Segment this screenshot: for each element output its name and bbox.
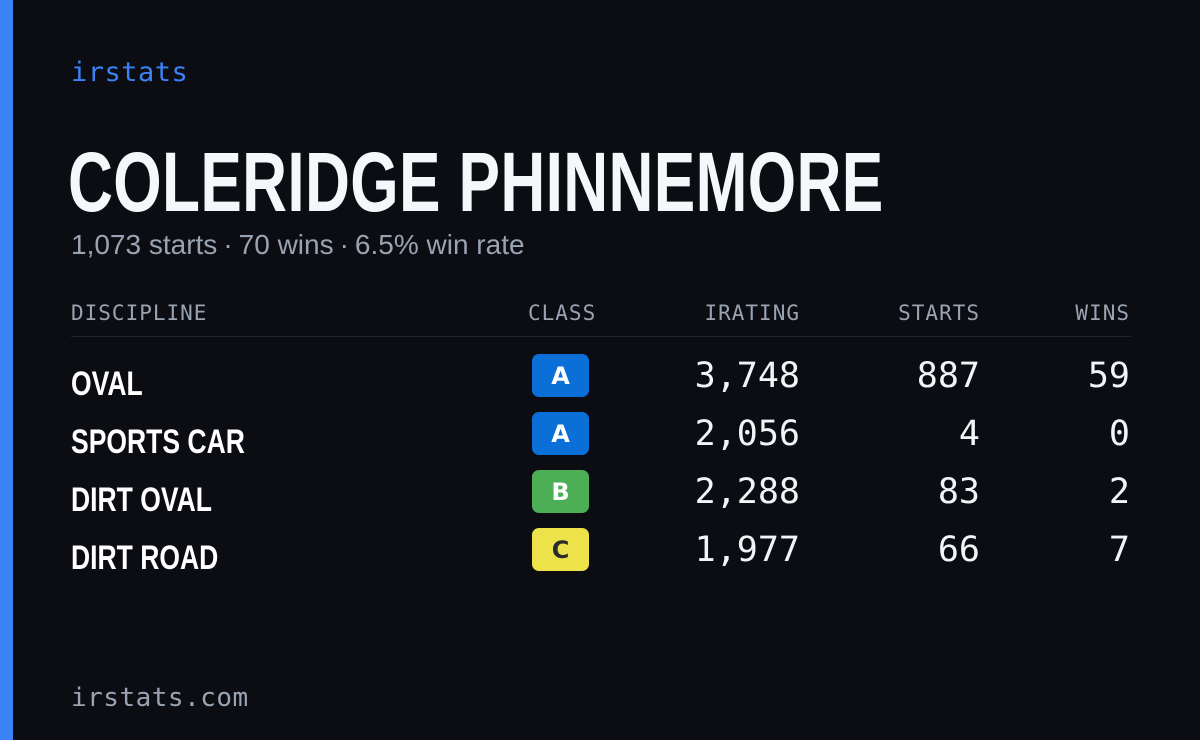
starts-value: 887	[916, 356, 980, 396]
table-row: DIRT ROAD C 1,977 66 7	[71, 528, 1131, 586]
header-class: CLASS	[528, 301, 597, 325]
summary-separator: ·	[223, 229, 233, 260]
wins-value: 2	[1108, 472, 1130, 512]
driver-name: COLERIDGE PHINNEMORE	[68, 135, 884, 229]
irating-value: 2,288	[694, 472, 800, 512]
starts-summary: 1,073 starts	[71, 229, 218, 260]
class-badge: B	[532, 470, 589, 513]
table-body: OVAL A 3,748 887 59 SPORTS CAR A 2,056 4…	[71, 354, 1131, 586]
accent-bar	[0, 0, 13, 740]
summary-separator: ·	[339, 229, 349, 260]
header-wins: WINS	[1075, 301, 1130, 325]
starts-value: 4	[958, 414, 980, 454]
header-starts: STARTS	[898, 301, 980, 325]
starts-value: 66	[937, 530, 980, 570]
header-discipline: DISCIPLINE	[71, 301, 208, 325]
discipline-name: OVAL	[71, 365, 143, 403]
win-rate-summary: 6.5% win rate	[354, 229, 525, 260]
wins-value: 0	[1108, 414, 1130, 454]
table-row: OVAL A 3,748 887 59	[71, 354, 1131, 412]
class-badge: A	[532, 354, 589, 397]
irating-value: 3,748	[694, 356, 800, 396]
wins-summary: 70 wins	[238, 229, 334, 260]
brand-logo: irstats	[71, 57, 189, 88]
wins-value: 59	[1087, 356, 1130, 396]
footer-site-url: irstats.com	[71, 683, 249, 713]
stats-table: DISCIPLINE CLASS IRATING STARTS WINS OVA…	[71, 296, 1131, 577]
class-badge: A	[532, 412, 589, 455]
irating-value: 1,977	[694, 530, 800, 570]
starts-value: 83	[937, 472, 980, 512]
driver-summary: 1,073 starts · 70 wins · 6.5% win rate	[71, 228, 525, 262]
irating-value: 2,056	[694, 414, 800, 454]
class-badge: C	[532, 528, 589, 571]
table-row: DIRT OVAL B 2,288 83 2	[71, 470, 1131, 528]
discipline-name: DIRT OVAL	[71, 481, 212, 519]
wins-value: 7	[1108, 530, 1130, 570]
discipline-name: DIRT ROAD	[71, 539, 219, 577]
table-row: SPORTS CAR A 2,056 4 0	[71, 412, 1131, 470]
discipline-name: SPORTS CAR	[71, 423, 245, 461]
header-irating: IRATING	[704, 301, 800, 325]
table-header-row: DISCIPLINE CLASS IRATING STARTS WINS	[71, 296, 1131, 337]
